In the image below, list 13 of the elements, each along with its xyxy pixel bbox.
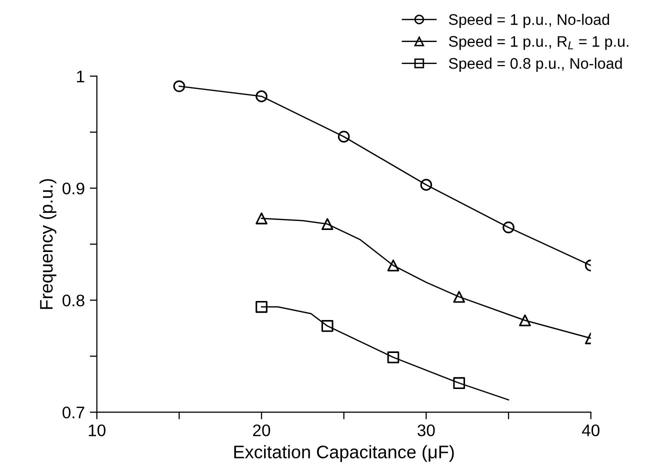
x-tick-label: 40 [582,424,600,436]
y-tick-label: 0.7 [62,406,84,418]
legend-label: Speed = 0.8 p.u., No-load [448,58,622,72]
y-axis-title: Frequency (p.u.) [39,179,56,309]
legend-label: Speed = 1 p.u., No-load [448,14,610,28]
x-axis-title: Excitation Capacitance (μF) [234,445,454,462]
y-tick-label: 1 [77,70,84,82]
y-tick-label: 0.8 [62,294,84,306]
x-tick-label: 30 [418,424,435,436]
y-tick-label: 0.9 [62,182,84,194]
x-tick-label: 20 [253,424,270,436]
x-tick-label: 10 [88,424,106,436]
legend-label: Speed = 1 p.u., R$_{L}$ = 1 p.u. [448,36,628,50]
